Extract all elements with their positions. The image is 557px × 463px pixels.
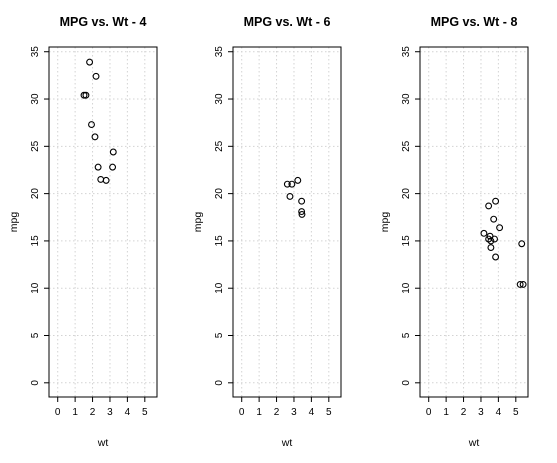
x-tick-label: 4 <box>125 407 131 418</box>
data-point <box>298 208 306 216</box>
y-tick-label: 5 <box>214 332 225 338</box>
data-point <box>491 235 499 243</box>
data-point <box>109 163 117 171</box>
data-point <box>492 253 500 261</box>
plot-frame <box>232 46 342 398</box>
x-tick-label: 1 <box>443 407 449 418</box>
y-tick-label: 5 <box>401 332 412 338</box>
data-point <box>516 280 524 288</box>
data-point <box>518 240 526 248</box>
y-tick-label: 10 <box>401 282 412 294</box>
y-tick-label: 15 <box>214 235 225 247</box>
chart-title: MPG vs. Wt - 8 <box>431 15 518 29</box>
x-tick-label: 0 <box>55 407 61 418</box>
y-tick-label: 5 <box>30 332 41 338</box>
x-axis-label: wt <box>468 437 480 449</box>
x-axis-label: wt <box>281 437 293 449</box>
y-tick-label: 10 <box>214 282 225 294</box>
data-point <box>496 224 504 232</box>
data-point <box>283 180 291 188</box>
y-tick-label: 15 <box>401 235 412 247</box>
y-tick-label: 25 <box>30 140 41 152</box>
plot-frame <box>419 46 529 398</box>
data-point <box>91 133 99 141</box>
data-point <box>298 210 306 218</box>
data-point <box>94 163 102 171</box>
y-axis-label: mpg <box>8 212 20 233</box>
y-tick-label: 25 <box>401 140 412 152</box>
data-point <box>298 197 306 205</box>
x-tick-label: 3 <box>107 407 113 418</box>
data-point <box>519 280 527 288</box>
data-point <box>86 58 94 66</box>
x-tick-label: 5 <box>513 407 519 418</box>
y-tick-label: 35 <box>214 46 225 58</box>
data-point <box>80 91 88 99</box>
y-tick-label: 30 <box>401 93 412 105</box>
x-tick-label: 5 <box>326 407 332 418</box>
y-tick-label: 30 <box>214 93 225 105</box>
y-axis-label: mpg <box>379 212 391 233</box>
x-axis-label: wt <box>97 437 109 449</box>
y-tick-label: 10 <box>30 282 41 294</box>
y-tick-label: 35 <box>30 46 41 58</box>
y-tick-label: 25 <box>214 140 225 152</box>
x-tick-label: 3 <box>478 407 484 418</box>
data-point <box>490 215 498 223</box>
data-point <box>485 202 493 210</box>
y-tick-label: 30 <box>30 93 41 105</box>
x-tick-label: 0 <box>239 407 245 418</box>
chart-title: MPG vs. Wt - 6 <box>244 15 331 29</box>
data-point <box>294 176 302 184</box>
y-tick-label: 35 <box>401 46 412 58</box>
y-tick-label: 20 <box>214 188 225 200</box>
y-tick-label: 20 <box>401 188 412 200</box>
x-tick-label: 4 <box>496 407 502 418</box>
y-tick-label: 0 <box>214 380 225 386</box>
x-tick-label: 2 <box>461 407 467 418</box>
y-tick-label: 0 <box>30 380 41 386</box>
x-tick-label: 3 <box>291 407 297 418</box>
x-tick-label: 1 <box>72 407 78 418</box>
x-tick-label: 2 <box>274 407 280 418</box>
plot-frame <box>48 46 158 398</box>
x-tick-label: 4 <box>309 407 315 418</box>
x-tick-label: 5 <box>142 407 148 418</box>
data-point <box>102 176 110 184</box>
x-tick-label: 2 <box>90 407 96 418</box>
chart-title: MPG vs. Wt - 4 <box>60 15 147 29</box>
data-point <box>492 197 500 205</box>
data-point <box>480 229 488 237</box>
x-tick-label: 0 <box>426 407 432 418</box>
data-point <box>109 148 117 156</box>
x-tick-label: 1 <box>256 407 262 418</box>
data-point <box>288 180 296 188</box>
y-tick-label: 0 <box>401 380 412 386</box>
data-point <box>82 91 90 99</box>
y-axis-label: mpg <box>192 212 204 233</box>
data-point <box>92 72 100 80</box>
data-point <box>487 237 495 245</box>
data-point <box>487 244 495 251</box>
data-point <box>88 121 95 129</box>
y-tick-label: 15 <box>30 235 41 247</box>
y-tick-label: 20 <box>30 188 41 200</box>
data-point <box>286 193 294 200</box>
